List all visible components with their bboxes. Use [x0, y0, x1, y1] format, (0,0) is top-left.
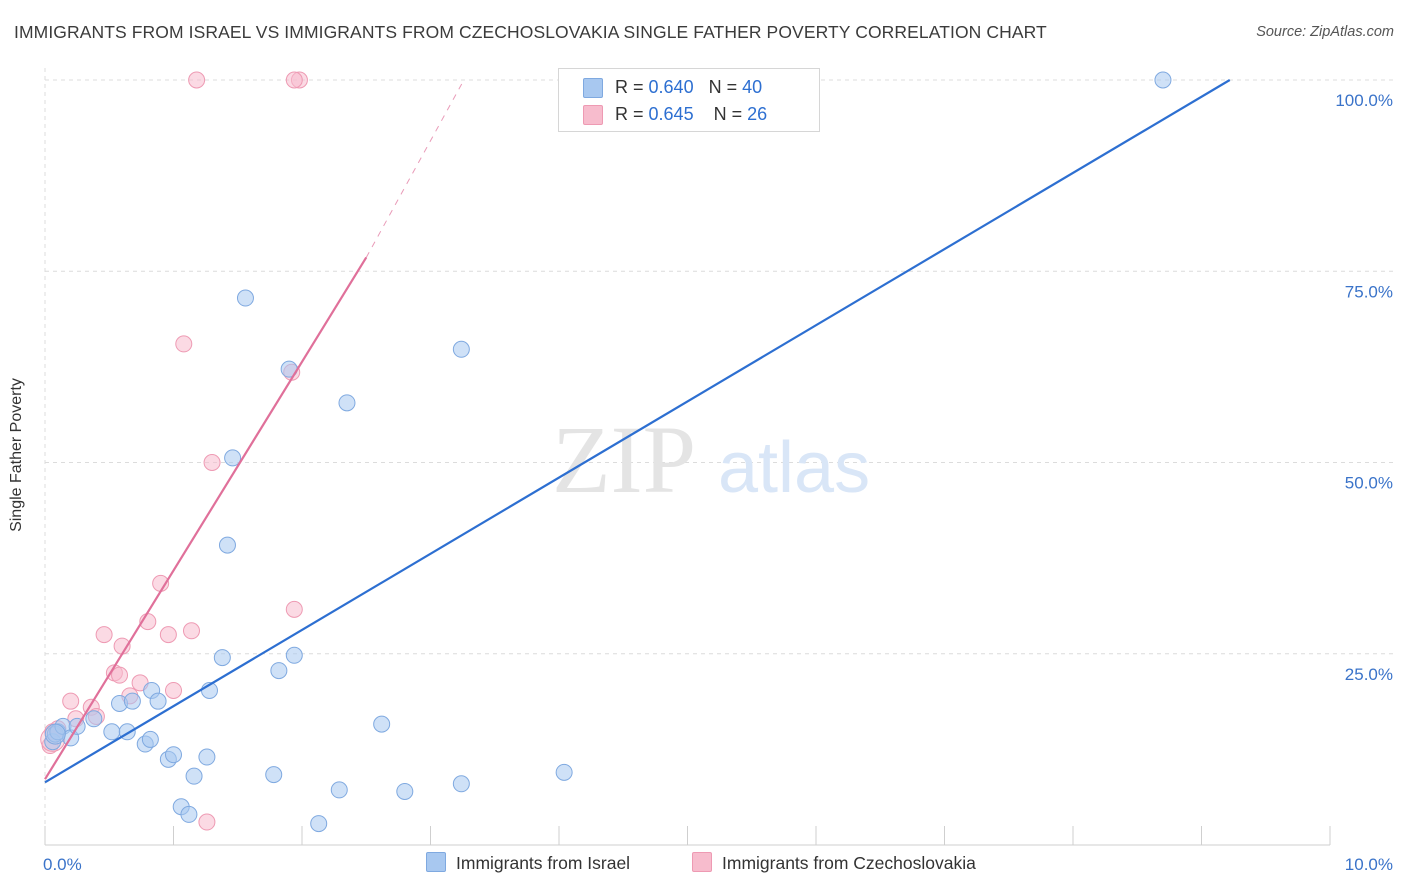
israel-point [165, 746, 182, 764]
israel-point [452, 775, 470, 793]
bottom-legend-israel: Immigrants from Israel [426, 852, 630, 874]
israel-point-cluster [44, 723, 66, 745]
israel-point [180, 805, 198, 823]
israel-point [555, 763, 573, 781]
czech-point [182, 622, 200, 640]
israel-point [1154, 71, 1172, 89]
israel-point [198, 748, 216, 766]
israel-point [149, 692, 167, 710]
czech-legend-label: Immigrants from Czechoslovakia [722, 853, 976, 873]
israel-point [452, 340, 470, 358]
legend-r-value: 0.645 [648, 104, 694, 124]
israel-point [85, 710, 103, 728]
israel-point [236, 289, 254, 307]
israel-point [213, 649, 231, 667]
grid-lines [45, 79, 1395, 655]
israel-point [218, 536, 236, 554]
legend-r-label: R = [615, 77, 644, 97]
czech-point [198, 813, 216, 831]
israel-point [396, 782, 414, 800]
watermark-atlas: atlas [718, 428, 870, 508]
czech-point [159, 626, 177, 644]
y-tick-labels: 25.0% 50.0% 75.0% 100.0% [1335, 91, 1393, 684]
y-tick-label: 100.0% [1335, 91, 1393, 110]
x-tick-labels: 0.0% 10.0% [43, 855, 1393, 874]
czech-point [95, 626, 113, 644]
israel-trend-line [44, 79, 1231, 784]
chart-title: IMMIGRANTS FROM ISRAEL VS IMMIGRANTS FRO… [14, 22, 1047, 42]
israel-swatch [583, 78, 603, 98]
watermark: ZIP atlas [552, 406, 870, 513]
israel-point [103, 723, 121, 741]
stats-legend: R = 0.640 N = 40 R = 0.645 N = 26 [558, 68, 820, 132]
x-tick-label: 0.0% [43, 855, 82, 874]
legend-n-label: N = [713, 104, 743, 124]
czech-point [165, 681, 182, 699]
axes [44, 68, 1331, 846]
czech-point [285, 600, 303, 618]
czech-point [285, 71, 303, 89]
source-label: Source: ZipAtlas.com [1256, 24, 1394, 40]
israel-point [270, 662, 288, 680]
trend-lines [44, 79, 1231, 784]
israel-point [141, 730, 159, 748]
legend-r-label: R = [615, 104, 644, 124]
legend-n-value: 26 [747, 104, 768, 124]
legend-n-label: N = [708, 77, 738, 97]
czech-point [175, 335, 193, 353]
czech-swatch [583, 105, 603, 125]
israel-point [330, 781, 348, 799]
israel-legend-swatch [426, 852, 446, 872]
czech-series-points [40, 71, 308, 831]
israel-legend-label: Immigrants from Israel [456, 853, 631, 873]
x-tick-label: 10.0% [1345, 855, 1393, 874]
czech-trend-line [44, 256, 368, 780]
israel-point [310, 815, 328, 833]
israel-point [285, 646, 303, 664]
israel-point [224, 449, 242, 467]
czech-legend-swatch [692, 852, 712, 872]
israel-point [123, 692, 141, 710]
y-tick-label: 25.0% [1345, 665, 1393, 684]
israel-point [338, 394, 356, 412]
legend-r-value: 0.640 [648, 77, 694, 97]
czech-point [111, 666, 129, 684]
watermark-zip: ZIP [552, 406, 696, 513]
bottom-legend-czech: Immigrants from Czechoslovakia [692, 852, 976, 874]
czech-point [188, 71, 206, 89]
y-tick-label: 75.0% [1345, 282, 1393, 301]
czech-trend-extension [365, 79, 465, 258]
israel-point [373, 715, 391, 733]
czech-point [203, 454, 221, 471]
israel-point [185, 767, 203, 785]
y-tick-label: 50.0% [1345, 474, 1393, 493]
legend-n-value: 40 [742, 77, 763, 97]
israel-point [265, 766, 283, 784]
czech-point [62, 692, 80, 710]
